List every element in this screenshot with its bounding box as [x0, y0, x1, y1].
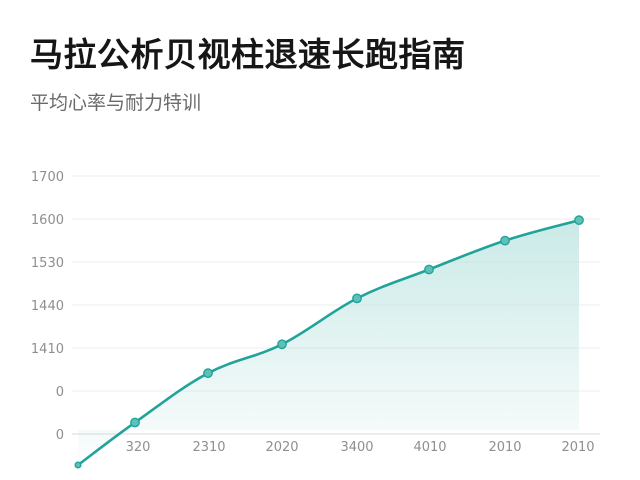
- y-tick-label: 0: [56, 385, 64, 400]
- data-point: [352, 293, 362, 304]
- x-tick-label: 4010: [413, 440, 446, 455]
- data-point: [203, 368, 213, 379]
- x-tick-label: 2010: [561, 440, 594, 455]
- y-tick-label: 1440: [31, 299, 64, 314]
- x-tick-label: 3400: [340, 440, 373, 455]
- chart-subtitle: 平均心率与耐力特训: [30, 92, 202, 114]
- y-tick-label: 0: [56, 428, 64, 443]
- chart-title: 马拉公析贝视柱退速长跑指南: [30, 35, 466, 74]
- x-tick-label: 2310: [192, 440, 225, 455]
- x-tick-label: 2010: [488, 440, 521, 455]
- y-tick-label: 1700: [31, 170, 64, 185]
- series-area: [78, 220, 579, 465]
- series-line: [76, 218, 581, 467]
- data-point: [500, 235, 510, 246]
- x-tick-label: 320: [126, 440, 151, 455]
- y-tick-label: 1600: [31, 213, 64, 228]
- y-tick-label: 1410: [31, 342, 64, 357]
- data-point: [277, 339, 287, 350]
- data-point: [424, 264, 434, 275]
- data-point: [130, 417, 140, 428]
- x-tick-label: 2020: [265, 440, 298, 455]
- data-point: [74, 461, 82, 469]
- y-tick-label: 1530: [31, 256, 64, 271]
- data-point: [574, 215, 584, 226]
